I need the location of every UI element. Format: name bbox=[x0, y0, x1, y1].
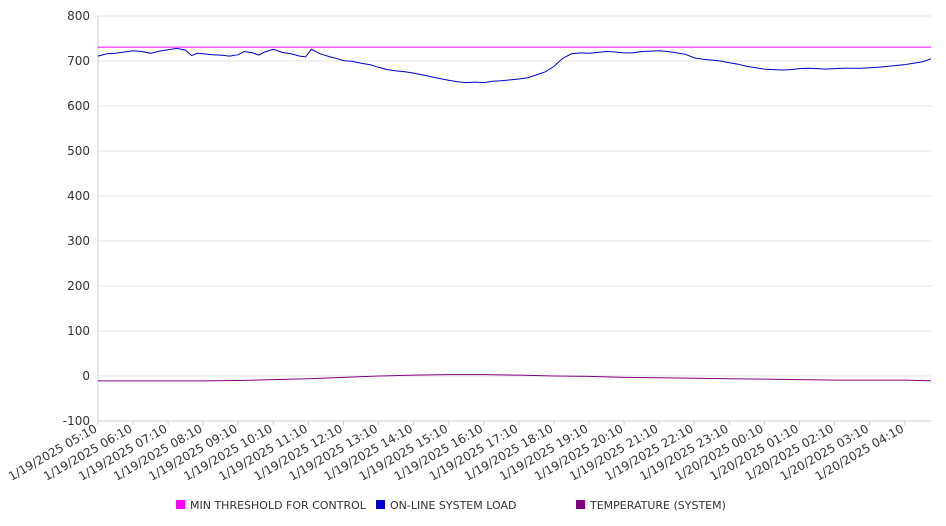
y-tick-label: 400 bbox=[67, 189, 90, 203]
legend-swatch bbox=[576, 500, 585, 509]
legend-label: MIN THRESHOLD FOR CONTROL bbox=[190, 499, 367, 512]
series-lines bbox=[97, 46, 932, 382]
y-tick-label: 100 bbox=[67, 324, 90, 338]
legend-swatch bbox=[176, 500, 185, 509]
y-tick-label: 300 bbox=[67, 234, 90, 248]
series-line-2 bbox=[97, 47, 932, 84]
y-tick-label: -100 bbox=[63, 414, 90, 428]
y-tick-label: 0 bbox=[82, 369, 90, 383]
y-tick-label: 700 bbox=[67, 54, 90, 68]
y-tick-label: 200 bbox=[67, 279, 90, 293]
legend-label: TEMPERATURE (SYSTEM) bbox=[589, 499, 726, 512]
legend-swatch bbox=[376, 500, 385, 509]
legend-label: ON-LINE SYSTEM LOAD bbox=[390, 499, 516, 512]
y-tick-label: 600 bbox=[67, 99, 90, 113]
y-tick-label: 500 bbox=[67, 144, 90, 158]
y-tick-label: 800 bbox=[67, 9, 90, 23]
legend: MIN THRESHOLD FOR CONTROL ON-LINE SYSTEM … bbox=[176, 499, 726, 512]
series-line-3 bbox=[98, 374, 932, 382]
gridlines bbox=[98, 15, 931, 422]
